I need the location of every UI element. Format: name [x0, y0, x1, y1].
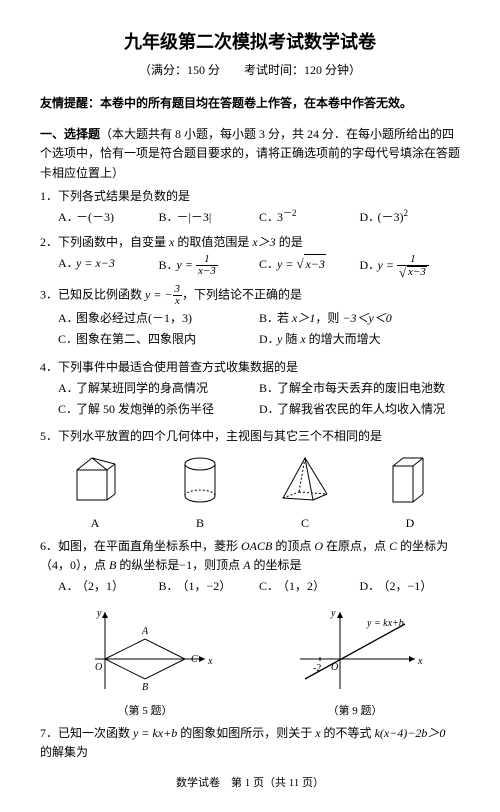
q2-opt-c: C．y = x−3 — [259, 254, 360, 278]
graph-q5-caption: （第 5 题） — [75, 703, 215, 721]
q3-opt-c: C．图象在第二、四象限内 — [58, 330, 259, 349]
q5-fig-d: D — [385, 452, 435, 532]
q4-opt-b: B．了解全市每天丢弃的废旧电池数 — [259, 379, 460, 398]
q6-opt-c: C．（1，2） — [259, 577, 360, 596]
q1-options: A．－(－3) B．－|－3| C．3－2 D．(－3)2 — [58, 208, 460, 227]
graph-q9-caption: （第 9 题） — [285, 703, 425, 721]
q3-opt-d: D．y 随 x 的增大而增大 — [259, 330, 460, 349]
q6-opt-d: D．（2，−1） — [360, 577, 461, 596]
q1-opt-c: C．3－2 — [259, 208, 360, 227]
reminder-text: 本卷中的所有题目均在答题卷上作答，在本卷中作答无效。 — [100, 96, 412, 110]
q2-opt-d: D．y = 1x−3 — [360, 254, 461, 278]
q2-options: A．y = x−3 B．y = 1x−3 C．y = x−3 D．y = 1x−… — [58, 254, 460, 278]
q6-opt-b: B．（1，−2） — [159, 577, 260, 596]
q3-opt-b: B．若 x＞1，则 −3＜y＜0 — [259, 309, 460, 328]
graph-q5: A C B O x y （第 5 题） — [75, 604, 215, 720]
prism-icon — [65, 452, 125, 507]
cylinder-icon — [175, 452, 225, 507]
q2-opt-b: B．y = 1x−3 — [159, 254, 260, 278]
q6-text: 6．如图，在平面直角坐标系中，菱形 OACB 的顶点 O 在原点，点 C 的坐标… — [40, 537, 460, 575]
q4-options: A．了解某班同学的身高情况 B．了解全市每天丢弃的废旧电池数 C．了解 50 发… — [58, 379, 460, 421]
reminder-label: 友情提醒： — [40, 96, 100, 110]
q4-opt-a: A．了解某班同学的身高情况 — [58, 379, 259, 398]
q1-opt-d: D．(－3)2 — [360, 208, 461, 227]
reminder-line: 友情提醒：本卷中的所有题目均在答题卷上作答，在本卷中作答无效。 — [40, 94, 460, 113]
line-graph-icon: -2 y = kx+b O x y — [285, 604, 425, 694]
svg-text:y: y — [330, 608, 336, 619]
q4-opt-c: C．了解 50 发炮弹的杀伤半径 — [58, 400, 259, 419]
svg-text:x: x — [417, 656, 423, 667]
q1-opt-b: B．－|－3| — [159, 208, 260, 227]
graph-q9: -2 y = kx+b O x y （第 9 题） — [285, 604, 425, 720]
section-1-heading: 一、选择题（本大题共有 8 小题，每小题 3 分，共 24 分．在每小题所给出的… — [40, 125, 460, 183]
q3-options: A．图象必经过点(－1，3) B．若 x＞1，则 −3＜y＜0 C．图象在第二、… — [58, 309, 460, 351]
q4-opt-d: D．了解我省农民的年人均收入情况 — [259, 400, 460, 419]
svg-text:O: O — [95, 662, 102, 673]
q2-text: 2．下列函数中，自变量 x 的取值范围是 x＞3 的是 — [40, 233, 460, 252]
svg-text:B: B — [142, 682, 148, 693]
exam-subtitle: （满分：150 分 考试时间：120 分钟） — [40, 61, 460, 80]
exam-title: 九年级第二次模拟考试数学试卷 — [40, 28, 460, 57]
section-1-rest: （本大题共有 8 小题，每小题 3 分，共 24 分．在每小题所给出的四个选项中… — [40, 127, 460, 179]
section-1-bold: 一、选择题 — [40, 127, 100, 141]
cuboid-icon — [385, 452, 435, 507]
svg-text:x: x — [207, 656, 213, 667]
svg-text:A: A — [141, 626, 149, 637]
svg-text:-2: -2 — [313, 663, 321, 674]
q5-text: 5．下列水平放置的四个几何体中，主视图与其它三个不相同的是 — [40, 427, 460, 446]
svg-text:O: O — [331, 662, 338, 673]
q3-text: 3．已知反比例函数 y = −3x，下列结论不正确的是 — [40, 284, 460, 307]
q3-opt-a: A．图象必经过点(－1，3) — [58, 309, 259, 328]
q5-figures: A B C — [40, 452, 460, 532]
q5-fig-b: B — [175, 452, 225, 532]
q6-options: A．（2，1） B．（1，−2） C．（1，2） D．（2，−1） — [58, 577, 460, 596]
graph-row: A C B O x y （第 5 题） -2 y = kx+b — [40, 604, 460, 720]
q1-text: 1．下列各式结果是负数的是 — [40, 187, 460, 206]
q7-text: 7．已知一次函数 y = kx+b 的图象如图所示，则关于 x 的不等式 k(x… — [40, 724, 460, 762]
q4-text: 4．下列事件中最适合使用普查方式收集数据的是 — [40, 358, 460, 377]
page-footer: 数学试卷 第 1 页（共 11 页） — [40, 775, 460, 793]
q6-opt-a: A．（2，1） — [58, 577, 159, 596]
q5-fig-c: C — [275, 452, 335, 532]
svg-text:y = kx+b: y = kx+b — [366, 618, 404, 629]
svg-text:C: C — [191, 654, 198, 665]
rhombus-graph-icon: A C B O x y — [75, 604, 215, 694]
q1-opt-a: A．－(－3) — [58, 208, 159, 227]
q2-opt-a: A．y = x−3 — [58, 254, 159, 278]
svg-text:y: y — [96, 608, 102, 619]
pyramid-icon — [275, 452, 335, 507]
q5-fig-a: A — [65, 452, 125, 532]
